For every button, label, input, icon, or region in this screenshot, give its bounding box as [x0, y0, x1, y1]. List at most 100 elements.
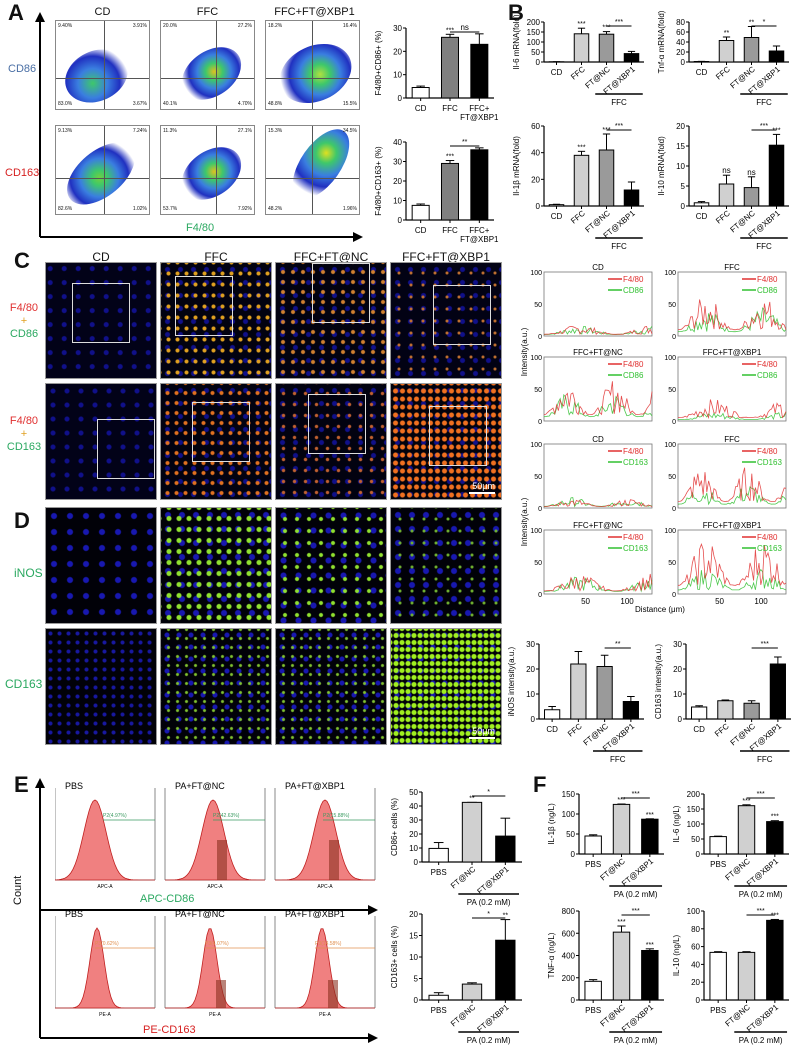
- row-label-cd163: CD163: [5, 167, 40, 179]
- svg-text:***: ***: [615, 19, 623, 26]
- svg-text:Intensity(a.u.): Intensity(a.u.): [520, 327, 529, 376]
- svg-text:40: 40: [676, 38, 685, 47]
- svg-text:0: 0: [681, 58, 686, 67]
- svg-text:20: 20: [691, 978, 700, 987]
- svg-text:50: 50: [409, 788, 418, 797]
- svg-text:***: ***: [577, 21, 585, 28]
- micrograph-c-cd86-cd: [45, 262, 157, 379]
- svg-text:***: ***: [632, 791, 640, 798]
- svg-text:800: 800: [562, 907, 576, 916]
- svg-text:0: 0: [696, 850, 701, 859]
- micrograph-c-cd163-ffc-nc: [275, 383, 387, 500]
- svg-text:100: 100: [530, 270, 542, 277]
- svg-text:15: 15: [409, 932, 418, 941]
- svg-text:CD163: CD163: [623, 458, 648, 467]
- svg-text:CD: CD: [696, 212, 708, 221]
- svg-text:50: 50: [668, 474, 676, 481]
- micrograph-c-cd86-ffc: [160, 262, 272, 379]
- svg-text:100: 100: [530, 442, 542, 449]
- svg-text:FT@XBP1: FT@XBP1: [460, 235, 499, 244]
- quadrant-q4: 40.1%: [163, 101, 178, 107]
- svg-text:30: 30: [526, 640, 535, 649]
- svg-text:IL-6 (ng/L): IL-6 (ng/L): [672, 805, 681, 842]
- svg-text:FFC: FFC: [442, 226, 458, 235]
- svg-text:FFC: FFC: [611, 242, 627, 251]
- svg-text:FT@XBP1: FT@XBP1: [460, 113, 499, 122]
- svg-text:20: 20: [531, 175, 540, 184]
- svg-text:0: 0: [538, 334, 542, 341]
- svg-text:0: 0: [681, 202, 686, 211]
- svg-text:100: 100: [754, 597, 768, 606]
- micrograph-c-cd86-ffc-xbp1: [390, 262, 502, 379]
- svg-text:60: 60: [691, 943, 700, 952]
- micrograph-d-cd163-cd: [45, 628, 157, 745]
- e-y-axis-count: Count: [12, 875, 24, 905]
- svg-text:P3(4.07%): P3(4.07%): [205, 941, 229, 947]
- svg-text:IL-10 (ng/L): IL-10 (ng/L): [672, 934, 681, 976]
- svg-text:***: ***: [772, 127, 780, 134]
- scale-bar-label: 50μm: [472, 481, 495, 491]
- svg-text:100: 100: [664, 270, 676, 277]
- svg-text:FFC: FFC: [610, 755, 626, 764]
- svg-text:0: 0: [571, 996, 576, 1005]
- quadrant-q3: 4.70%: [237, 101, 252, 107]
- svg-text:***: ***: [771, 912, 779, 919]
- svg-text:**: **: [615, 641, 621, 648]
- label-plus: +: [20, 428, 28, 440]
- flow-plot-cd163-ffc-xbp1: 15.3% 34.5% 1.96% 48.2%: [265, 125, 360, 215]
- svg-text:FT@XBP1: FT@XBP1: [745, 1002, 781, 1034]
- svg-text:PBS: PBS: [431, 868, 447, 877]
- svg-text:0: 0: [538, 592, 542, 599]
- svg-text:FT@XBP1: FT@XBP1: [745, 856, 781, 888]
- svg-text:FFC: FFC: [714, 65, 732, 82]
- quadrant-q8: 82.6%: [58, 206, 73, 212]
- svg-text:150: 150: [562, 790, 576, 799]
- flow-plot-cd86-cd: 9.40% 3.91% 3.67% 83.0%: [55, 20, 150, 110]
- svg-text:PBS: PBS: [585, 860, 601, 869]
- svg-text:FT@XBP1: FT@XBP1: [475, 1002, 511, 1034]
- svg-text:0: 0: [538, 419, 542, 426]
- chart-e1-cd86: 0 10 20 30 40 50 CD86+ cells (%) PBS ** FT@NCFT@X…: [390, 788, 522, 907]
- svg-text:ns: ns: [747, 168, 755, 177]
- svg-text:PBS: PBS: [710, 860, 726, 869]
- svg-text:CD: CD: [696, 68, 708, 77]
- svg-text:APC-A: APC-A: [97, 884, 113, 890]
- svg-text:***: ***: [617, 919, 625, 926]
- svg-text:Distance (μm): Distance (μm): [635, 605, 685, 614]
- svg-text:40: 40: [691, 960, 700, 969]
- flow-plot-cd86-ffc: 20.0% 27.2% 4.70% 40.1%: [160, 20, 255, 110]
- svg-text:Il-6 mRNA(fold): Il-6 mRNA(fold): [512, 14, 521, 69]
- micrograph-d-cd163-ffc: [160, 628, 272, 745]
- svg-text:TNF-α (ng/L): TNF-α (ng/L): [547, 932, 556, 978]
- svg-text:50: 50: [534, 387, 542, 394]
- svg-text:Tnf-α mRNA(fold): Tnf-α mRNA(fold): [657, 10, 666, 73]
- svg-text:***: ***: [446, 154, 454, 161]
- panel-label-c: C: [14, 248, 30, 273]
- svg-text:CD: CD: [551, 212, 563, 221]
- svg-text:50: 50: [668, 302, 676, 309]
- svg-text:F4/80+CD163+ (%): F4/80+CD163+ (%): [374, 146, 383, 216]
- svg-text:20: 20: [393, 47, 402, 56]
- svg-text:CD: CD: [546, 725, 558, 734]
- row-label-cd86: CD86: [8, 63, 37, 75]
- svg-text:F4/80: F4/80: [623, 360, 644, 369]
- svg-text:80: 80: [676, 18, 685, 27]
- svg-text:***: ***: [577, 144, 585, 151]
- svg-text:100: 100: [687, 820, 701, 829]
- svg-text:20: 20: [673, 665, 682, 674]
- svg-text:20: 20: [526, 665, 535, 674]
- svg-text:**: **: [462, 139, 468, 146]
- svg-text:P2(42.63%): P2(42.63%): [213, 813, 240, 819]
- quadrant-q5: 15.3%: [268, 128, 283, 134]
- quadrant-q4: 48.8%: [268, 101, 283, 107]
- panel-label-a: A: [8, 0, 24, 25]
- svg-text:50: 50: [534, 302, 542, 309]
- panel-a-axes: [35, 12, 363, 242]
- c-col-cd: CD: [92, 250, 110, 264]
- svg-text:CD163 intensity(a.u.): CD163 intensity(a.u.): [654, 644, 663, 719]
- svg-text:APC-A: APC-A: [207, 884, 223, 890]
